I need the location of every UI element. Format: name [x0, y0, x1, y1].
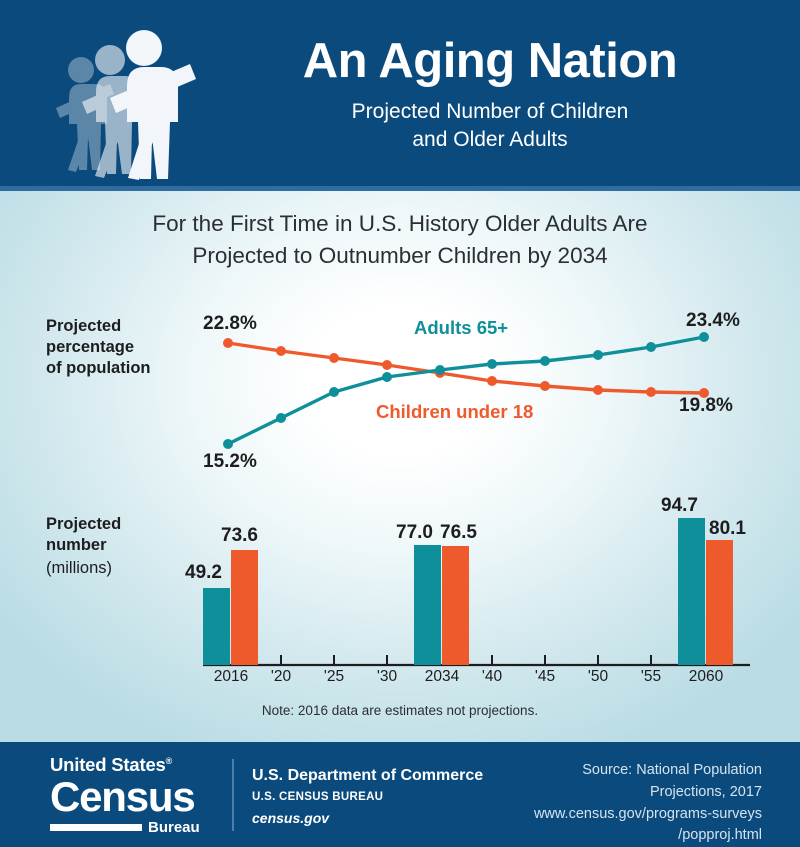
page-subtitle: Projected Number of Children and Older A…	[351, 100, 629, 151]
tick-label-40: '40	[481, 668, 503, 685]
bar-value-adults-2016: 49.2	[185, 562, 222, 583]
line-label-adults-start: 15.2%	[203, 451, 257, 472]
census-gov-link[interactable]: census.gov	[252, 810, 330, 827]
tick-label-25: '25	[323, 668, 345, 685]
number-axis-label: Projected number	[46, 515, 122, 555]
percentage-axis-label: Projected percentage of population	[46, 317, 151, 378]
three-walking-figures-icon	[56, 30, 196, 180]
header-divider	[0, 186, 800, 191]
logo-census-word: Census	[50, 772, 196, 820]
tick-label-2060: 2060	[688, 668, 724, 685]
chart-note: Note: 2016 data are estimates not projec…	[261, 703, 539, 718]
series-points-children	[223, 338, 709, 398]
logo-rule-bar	[50, 823, 142, 831]
legend-children-under-18: Children under 18	[376, 401, 534, 422]
tick-label-55: '55	[640, 668, 662, 685]
tick-label-30: '30	[376, 668, 398, 685]
department-block: U.S. Department of Commerce U.S. CENSUS …	[252, 765, 483, 829]
logo-bureau-word: Bureau	[148, 818, 200, 836]
logo-united-states: United States®	[50, 754, 218, 775]
bar-value-children-2016: 73.6	[221, 525, 258, 546]
tick-label-2034: 2034	[424, 668, 460, 685]
bar-axis-labels: 2016 '20 '25 '30 2034 '40 '45 '50 '55 20…	[0, 668, 800, 692]
registered-mark-icon: ®	[165, 755, 173, 766]
logo-bottom-row: Bureau	[50, 820, 218, 835]
line-label-adults-end: 23.4%	[686, 310, 740, 331]
bar-adults-2060	[678, 518, 705, 665]
title-block: An Aging Nation Projected Number of Chil…	[210, 34, 770, 153]
tick-label-20: '20	[270, 668, 292, 685]
headline-text: For the First Time in U.S. History Older…	[152, 211, 648, 268]
bar-chart	[203, 518, 750, 667]
header-banner: An Aging Nation Projected Number of Chil…	[0, 0, 800, 186]
footer-divider	[232, 759, 234, 831]
logo-united-text: United States	[50, 754, 166, 775]
tick-label-50: '50	[587, 668, 609, 685]
line-label-children-end: 19.8%	[679, 395, 733, 416]
bureau-name: U.S. CENSUS BUREAU	[252, 790, 384, 803]
series-points-adults	[223, 332, 709, 449]
number-axis-units: (millions)	[46, 559, 112, 577]
series-line-children	[226, 341, 706, 395]
department-name: U.S. Department of Commerce	[252, 767, 484, 784]
bar-adults-2016	[203, 588, 230, 665]
source-citation: Source: National Population Projections,…	[533, 762, 762, 844]
line-chart	[223, 332, 709, 449]
footer-banner: United States® Census Bureau U.S. Depart…	[0, 742, 800, 847]
bar-children-2016	[231, 550, 258, 665]
bar-value-adults-2060: 94.7	[661, 495, 698, 516]
bar-value-children-2034: 76.5	[440, 522, 477, 543]
legend-adults-65-plus: Adults 65+	[414, 317, 509, 338]
series-line-adults	[226, 335, 706, 446]
census-bureau-logo: United States® Census Bureau	[50, 754, 218, 835]
tick-label-2016: 2016	[213, 668, 249, 685]
bar-value-children-2060: 80.1	[709, 518, 746, 539]
bar-children-2034	[442, 546, 469, 665]
tick-label-45: '45	[534, 668, 556, 685]
page-title: An Aging Nation	[302, 34, 678, 88]
bar-adults-2034	[414, 545, 441, 665]
line-label-children-start: 22.8%	[203, 313, 257, 334]
bar-axis-ticks	[280, 655, 652, 665]
bar-value-adults-2034: 77.0	[396, 522, 433, 543]
bar-children-2060	[706, 540, 733, 665]
